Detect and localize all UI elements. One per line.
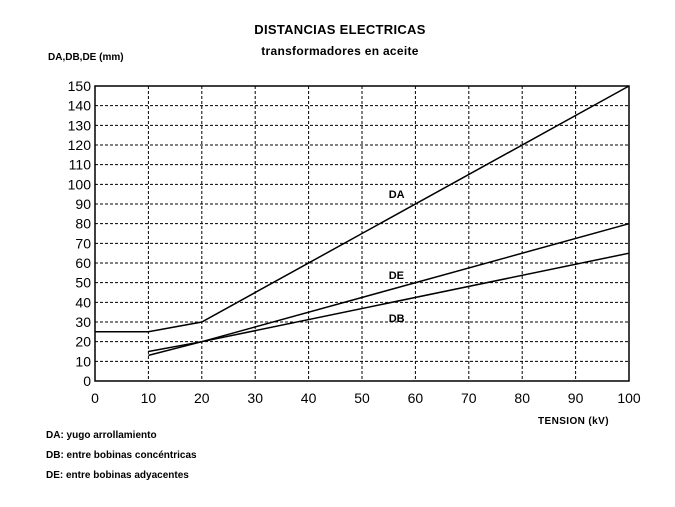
y-tick-label: 60 xyxy=(75,255,91,271)
x-tick-label: 70 xyxy=(461,390,477,406)
y-tick-label: 20 xyxy=(75,334,91,350)
y-tick-label: 0 xyxy=(83,373,91,389)
x-tick-label: 60 xyxy=(408,390,424,406)
y-tick-label: 100 xyxy=(68,176,92,192)
plot-frame xyxy=(94,85,630,382)
y-tick-label: 80 xyxy=(75,216,91,232)
x-tick-label: 30 xyxy=(247,390,263,406)
x-tick-label: 50 xyxy=(354,390,370,406)
chart-series xyxy=(95,85,630,357)
x-tick-label: 90 xyxy=(568,390,584,406)
series-line-db xyxy=(148,252,630,357)
x-tick-label: 100 xyxy=(617,390,641,406)
x-tick-label: 20 xyxy=(194,390,210,406)
series-label-db: DB xyxy=(389,313,405,325)
x-tick-label: 80 xyxy=(514,390,530,406)
chart-ticks: 0 10 20 30 40 50 60 70 80 90 100 110 120 130 140 150 0 10… xyxy=(68,78,641,406)
x-tick-label: 40 xyxy=(301,390,317,406)
x-tick-label: 10 xyxy=(141,390,157,406)
series-label-de: DE xyxy=(389,270,404,282)
y-tick-label: 150 xyxy=(68,78,92,94)
legend-item-db: DB: entre bobinas concéntricas xyxy=(46,450,197,461)
y-tick-label: 120 xyxy=(68,137,92,153)
y-axis-label: DA,DB,DE (mm) xyxy=(48,52,124,63)
chart-frame xyxy=(94,85,630,382)
y-tick-label: 10 xyxy=(75,353,91,369)
y-tick-label: 50 xyxy=(75,275,91,291)
y-tick-label: 70 xyxy=(75,235,91,251)
y-tick-label: 90 xyxy=(75,196,91,212)
legend-item-da: DA: yugo arrollamiento xyxy=(46,430,157,441)
legend-item-de: DE: entre bobinas adyacentes xyxy=(46,470,189,481)
series-line-da xyxy=(95,85,630,333)
chart-title: DISTANCIAS ELECTRICAS xyxy=(254,22,426,37)
chart-series-labels: DA DE DB xyxy=(389,189,405,325)
x-axis-label: TENSION (kV) xyxy=(538,416,609,427)
x-tick-label: 0 xyxy=(91,390,99,406)
y-tick-label: 140 xyxy=(68,98,92,114)
y-tick-label: 30 xyxy=(75,314,91,330)
y-tick-label: 130 xyxy=(68,117,92,133)
y-tick-label: 40 xyxy=(75,294,91,310)
series-label-da: DA xyxy=(389,189,405,201)
y-tick-label: 110 xyxy=(69,157,92,173)
chart-subtitle: transformadores en aceite xyxy=(261,44,419,58)
